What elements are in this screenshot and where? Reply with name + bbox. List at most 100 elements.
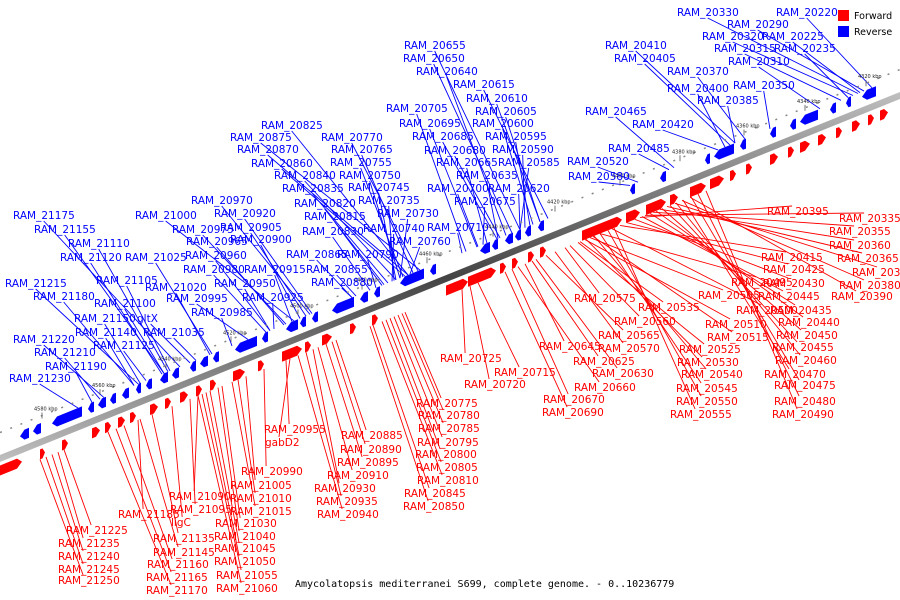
forward-gene-arrow <box>446 278 468 296</box>
reverse-gene-label: RAM_21215 <box>5 278 67 290</box>
forward-leader-line <box>305 351 342 497</box>
ruler-tick-label: 4380 kbp <box>672 149 696 155</box>
forward-gene-arrow <box>258 360 264 372</box>
forward-leader-line <box>369 326 429 502</box>
reverse-gene-label: RAM_20635 <box>456 170 518 182</box>
forward-gene-arrow <box>0 458 22 476</box>
reverse-gene-label: RAM_20765 <box>331 144 393 156</box>
reverse-gene-label: RAM_20905 <box>220 222 282 234</box>
reverse-leader-line <box>518 193 521 230</box>
forward-gene-label: RAM_20515 <box>707 332 769 344</box>
reverse-leader-line <box>215 260 271 331</box>
forward-leader-line <box>385 319 442 463</box>
forward-leader-line <box>197 395 242 584</box>
reverse-leader-line <box>598 181 631 186</box>
forward-leader-line <box>661 208 802 331</box>
reverse-gene-arrow <box>770 126 776 138</box>
forward-gene-arrow <box>92 426 100 439</box>
forward-gene-label: RAM_21165 <box>146 572 208 584</box>
reverse-gene-arrow <box>830 102 836 114</box>
legend-reverse-swatch <box>838 26 849 37</box>
forward-leader-line <box>504 271 568 408</box>
reverse-gene-label: RAM_20675 <box>454 196 516 208</box>
reverse-leader-line <box>522 154 526 228</box>
forward-leader-line <box>593 235 707 370</box>
reverse-gene-label: RAM_21230 <box>9 373 71 385</box>
forward-leader-line <box>535 259 618 369</box>
reverse-gene-label: RAM_20960 <box>185 250 247 262</box>
forward-gene-label: RAM_21245 <box>58 564 120 576</box>
forward-gene-label: RAM_20800 <box>415 449 477 461</box>
reverse-gene-label: RAM_20405 <box>614 53 676 65</box>
forward-gene-label: RAM_20380 <box>839 280 900 292</box>
forward-leader-line <box>325 343 363 458</box>
forward-gene-arrow <box>118 416 125 428</box>
reverse-gene-arrow <box>98 396 106 409</box>
reverse-gene-arrow <box>374 286 380 298</box>
reverse-gene-label: RAM_20370 <box>667 66 729 78</box>
forward-leader-line <box>231 381 256 507</box>
reverse-leader-line <box>35 288 139 385</box>
reverse-gene-label: RAM_20710 <box>427 222 489 234</box>
forward-gene-label: RAM_20910 <box>327 470 389 482</box>
reverse-gene-label: RAM_20665 <box>436 157 498 169</box>
forward-leader-line <box>372 324 430 489</box>
forward-gene-label: RAM_21170 <box>146 585 208 597</box>
reverse-gene-label: RAM_20815 <box>304 211 366 223</box>
forward-gene-label: RAM_21240 <box>58 551 120 563</box>
reverse-gene-label: RAM_20790 <box>337 249 399 261</box>
reverse-leader-line <box>806 17 873 89</box>
forward-gene-arrow <box>788 146 794 158</box>
reverse-gene-label: RAM_20590 <box>492 144 554 156</box>
forward-leader-line <box>611 228 762 306</box>
reverse-leader-line <box>457 232 463 254</box>
forward-leader-line <box>381 321 443 476</box>
forward-gene-label: RAM_20460 <box>775 355 837 367</box>
reverse-gene-label: RAM_20330 <box>677 7 739 19</box>
reverse-leader-line <box>697 93 726 148</box>
forward-leader-line <box>579 241 664 303</box>
legend: Forward Reverse <box>838 10 892 38</box>
forward-gene-label: RAM_21095 <box>170 504 232 516</box>
reverse-gene-label: RAM_20465 <box>585 106 647 118</box>
forward-gene-label: RAM_20890 <box>340 444 402 456</box>
reverse-leader-line <box>804 53 849 98</box>
reverse-gene-label: RAM_20640 <box>416 66 478 78</box>
reverse-gene-arrow <box>286 319 298 333</box>
forward-gene-label: RAM_21060 <box>216 583 278 595</box>
reverse-leader-line <box>196 303 249 340</box>
forward-leader-line <box>51 454 84 552</box>
reverse-leader-line <box>341 287 353 298</box>
forward-leader-line <box>151 414 179 534</box>
reverse-leader-line <box>316 259 353 298</box>
reverse-leader-line <box>662 129 719 151</box>
forward-gene-label: RAM_21235 <box>58 538 120 550</box>
forward-gene-label: RAM_20505 <box>698 290 760 302</box>
reverse-leader-line <box>457 193 479 247</box>
reverse-leader-line <box>758 66 821 110</box>
reverse-leader-line <box>304 180 397 281</box>
forward-gene-arrow <box>836 127 842 139</box>
forward-leader-line <box>641 216 784 292</box>
reverse-leader-line <box>244 218 313 314</box>
forward-gene-label: RAM_20930 <box>314 483 376 495</box>
reverse-gene-label: RAM_21220 <box>13 334 75 346</box>
reverse-leader-line <box>43 344 105 398</box>
forward-gene-label: RAM_21015 <box>230 506 292 518</box>
reverse-gene-arrow <box>122 387 129 399</box>
reverse-gene-arrow <box>300 316 306 328</box>
reverse-leader-line <box>644 63 731 146</box>
reverse-gene-label: RAM_21180 <box>33 291 95 303</box>
reverse-leader-line <box>615 116 675 169</box>
forward-gene-label: RAM_20415 <box>761 252 823 264</box>
reverse-gene-label: RAM_20610 <box>466 93 528 105</box>
reverse-leader-line <box>126 285 171 372</box>
reverse-gene-label: RAM_21140 <box>75 327 137 339</box>
ruler-tick-label: 4400 kbp <box>612 173 636 179</box>
reverse-leader-line <box>267 154 409 276</box>
reverse-gene-label: RAM_21190 <box>45 361 107 373</box>
reverse-gene-label: RAM_20880 <box>311 277 373 289</box>
reverse-gene-arrow <box>492 238 498 250</box>
forward-leader-line <box>139 418 179 548</box>
reverse-gene-label: RAM_20290 <box>727 19 789 31</box>
